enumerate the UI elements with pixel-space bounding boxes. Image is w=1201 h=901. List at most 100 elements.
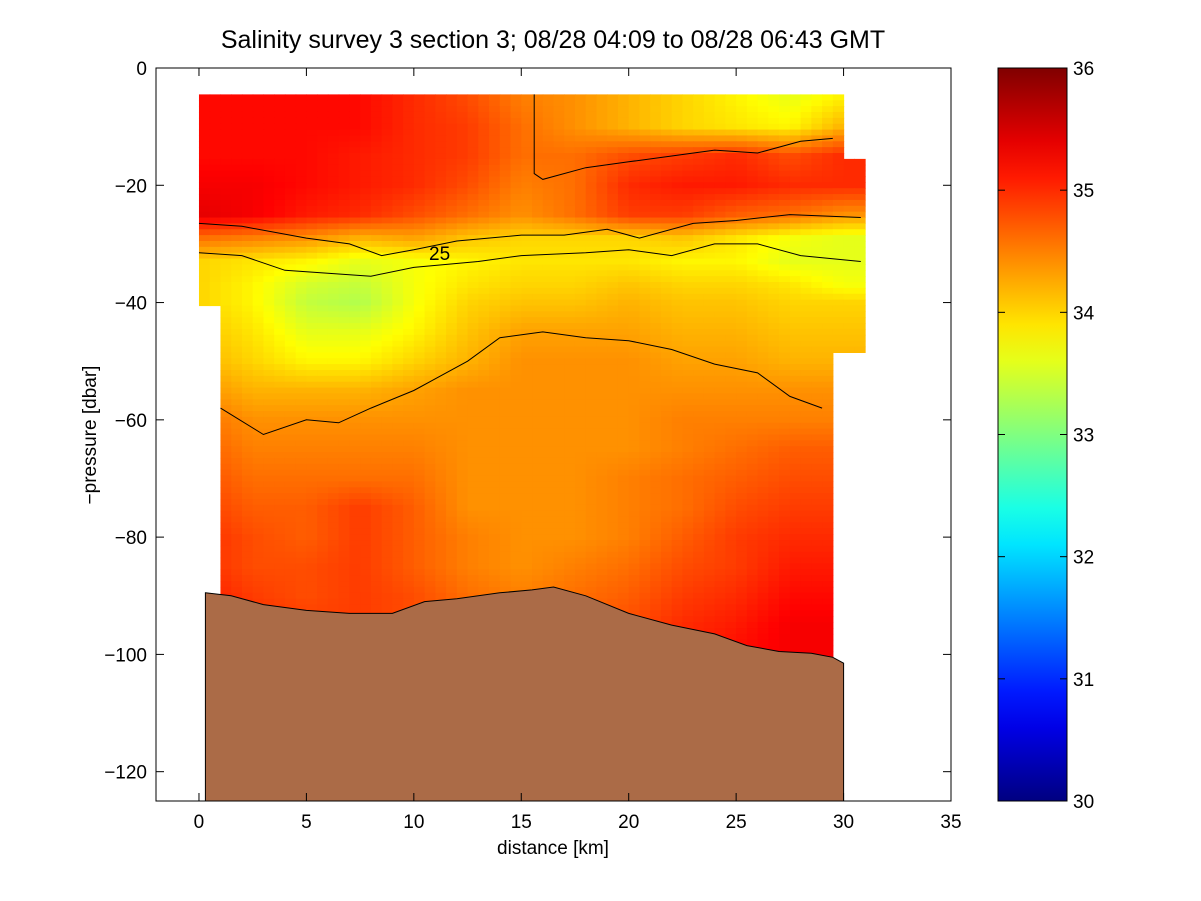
- salinity-cell: [231, 141, 243, 148]
- salinity-cell: [779, 305, 791, 312]
- salinity-cell: [370, 481, 383, 488]
- salinity-cell: [521, 287, 533, 295]
- salinity-cell: [370, 457, 383, 465]
- salinity-cell: [800, 528, 812, 535]
- salinity-cell: [811, 475, 823, 483]
- salinity-cell: [660, 252, 673, 260]
- salinity-cell: [263, 493, 275, 500]
- salinity-cell: [360, 141, 372, 148]
- salinity-cell: [370, 534, 383, 541]
- salinity-cell: [478, 375, 490, 383]
- salinity-cell: [284, 264, 297, 271]
- salinity-cell: [617, 393, 630, 400]
- salinity-cell: [446, 111, 458, 119]
- salinity-cell: [306, 323, 318, 330]
- salinity-cell: [360, 158, 372, 166]
- salinity-cell: [381, 481, 393, 488]
- salinity-cell: [789, 123, 802, 131]
- salinity-cell: [252, 475, 265, 483]
- salinity-cell: [295, 287, 307, 295]
- salinity-cell: [693, 463, 705, 471]
- salinity-cell: [467, 510, 479, 518]
- salinity-cell: [596, 328, 608, 336]
- salinity-cell: [231, 182, 243, 189]
- salinity-cell: [424, 487, 436, 494]
- salinity-cell: [607, 129, 619, 137]
- salinity-cell: [220, 440, 232, 447]
- salinity-cell: [822, 575, 834, 582]
- salinity-cell: [521, 147, 533, 154]
- salinity-cell: [360, 393, 372, 400]
- salinity-cell: [768, 416, 780, 424]
- salinity-cell: [854, 158, 866, 166]
- salinity-cell: [714, 340, 726, 348]
- salinity-cell: [263, 545, 275, 553]
- salinity-cell: [392, 135, 404, 142]
- salinity-cell: [854, 340, 866, 348]
- salinity-cell: [510, 434, 522, 441]
- salinity-cell: [617, 534, 630, 541]
- salinity-cell: [607, 428, 619, 436]
- salinity-cell: [381, 422, 393, 430]
- salinity-cell: [725, 299, 737, 307]
- salinity-cell: [370, 223, 383, 230]
- salinity-cell: [736, 153, 748, 160]
- salinity-cell: [392, 141, 404, 148]
- salinity-cell: [714, 405, 726, 412]
- salinity-cell: [725, 182, 737, 189]
- salinity-cell: [671, 311, 684, 318]
- salinity-cell: [789, 264, 802, 271]
- salinity-cell: [220, 428, 232, 436]
- salinity-cell: [714, 381, 726, 389]
- salinity-cell: [564, 141, 576, 148]
- salinity-cell: [499, 94, 512, 101]
- salinity-cell: [832, 123, 845, 131]
- salinity-cell: [822, 399, 834, 406]
- salinity-cell: [553, 340, 565, 348]
- salinity-cell: [521, 111, 533, 119]
- salinity-cell: [564, 235, 576, 242]
- salinity-cell: [736, 540, 748, 547]
- salinity-cell: [832, 258, 845, 266]
- salinity-cell: [811, 135, 823, 142]
- salinity-cell: [736, 311, 748, 318]
- salinity-cell: [596, 540, 608, 547]
- salinity-cell: [553, 551, 565, 559]
- salinity-field: [198, 94, 866, 658]
- salinity-cell: [349, 375, 361, 383]
- salinity-cell: [220, 469, 232, 477]
- salinity-cell: [650, 475, 662, 483]
- salinity-cell: [800, 469, 812, 477]
- salinity-cell: [532, 258, 544, 266]
- salinity-cell: [532, 387, 544, 395]
- salinity-cell: [596, 252, 608, 260]
- salinity-cell: [768, 323, 780, 330]
- salinity-cell: [564, 147, 576, 154]
- salinity-cell: [564, 405, 576, 412]
- salinity-cell: [542, 305, 555, 312]
- salinity-cell: [843, 176, 855, 183]
- salinity-cell: [510, 328, 522, 336]
- salinity-cell: [639, 153, 651, 160]
- salinity-cell: [252, 375, 265, 383]
- salinity-cell: [768, 411, 780, 418]
- salinity-cell: [456, 282, 469, 289]
- salinity-cell: [241, 270, 254, 277]
- salinity-cell: [660, 557, 673, 565]
- salinity-cell: [489, 551, 501, 559]
- salinity-cell: [682, 487, 694, 494]
- salinity-cell: [628, 334, 641, 342]
- salinity-cell: [510, 117, 522, 125]
- salinity-cell: [306, 358, 318, 365]
- salinity-cell: [542, 493, 555, 500]
- salinity-cell: [832, 205, 845, 213]
- salinity-cell: [607, 176, 619, 183]
- salinity-cell: [800, 364, 812, 371]
- salinity-cell: [703, 270, 716, 277]
- salinity-cell: [403, 557, 415, 565]
- salinity-cell: [811, 153, 823, 160]
- salinity-cell: [757, 387, 769, 395]
- salinity-cell: [542, 153, 555, 160]
- salinity-cell: [789, 323, 802, 330]
- salinity-cell: [832, 328, 845, 336]
